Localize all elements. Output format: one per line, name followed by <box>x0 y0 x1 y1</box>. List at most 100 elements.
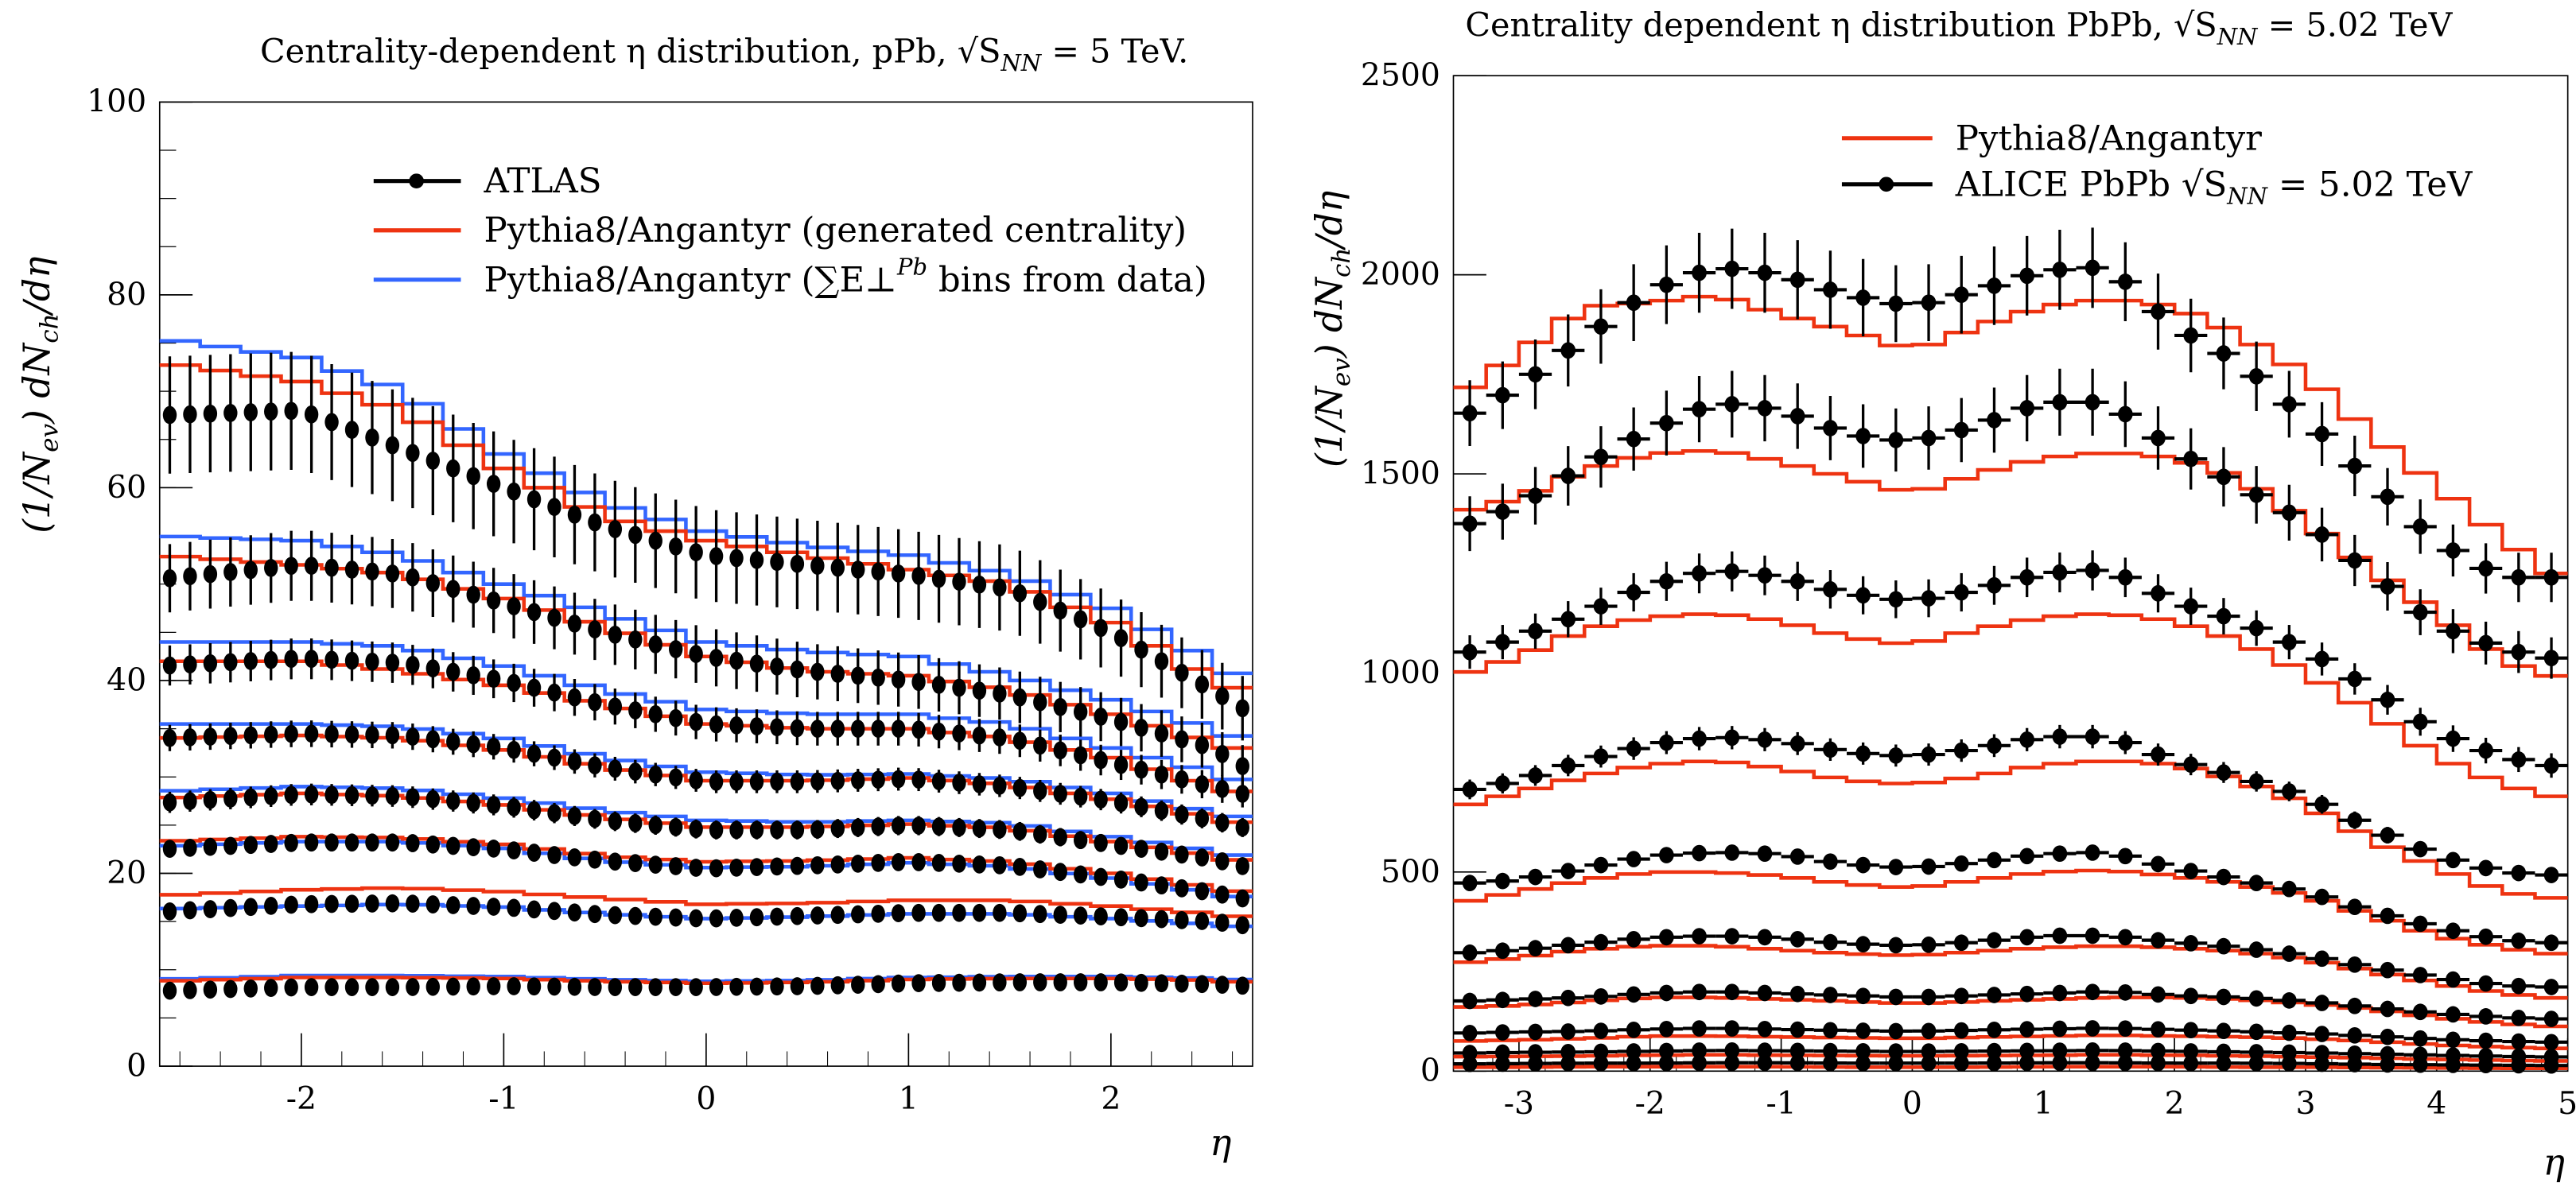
data-point <box>526 678 542 697</box>
data-point <box>2347 670 2363 688</box>
data-point <box>1724 396 1740 413</box>
data-point <box>264 402 278 421</box>
data-series-8 <box>162 973 1249 1000</box>
data-point <box>2511 751 2527 768</box>
data-point <box>1789 985 1805 1003</box>
data-point <box>1757 845 1773 863</box>
data-point <box>729 977 744 996</box>
data-point <box>1012 973 1028 991</box>
data-point <box>891 974 906 993</box>
data-series-10 <box>1453 1054 2568 1074</box>
data-point <box>1528 487 1543 504</box>
data-point <box>2380 488 2395 506</box>
data-point <box>851 719 865 738</box>
data-point <box>1757 1054 1773 1072</box>
data-point <box>2314 425 2329 443</box>
data-point <box>2347 997 2363 1014</box>
data-point <box>1789 1021 1805 1038</box>
data-point <box>243 560 258 580</box>
data-point <box>1626 851 1642 867</box>
data-point <box>466 585 480 604</box>
data-point <box>851 905 865 924</box>
pythia-generated-histogram-10 <box>1453 1065 2568 1071</box>
data-point <box>2183 987 2199 1005</box>
data-point <box>2511 1033 2527 1050</box>
data-point <box>729 858 744 877</box>
data-point <box>810 976 825 995</box>
data-point <box>1593 448 1609 466</box>
data-point <box>1593 1054 1609 1072</box>
data-point <box>2085 259 2100 277</box>
data-point <box>344 785 359 805</box>
data-point <box>406 788 420 807</box>
data-point <box>567 806 582 825</box>
data-point <box>689 909 703 928</box>
data-point <box>1888 1054 1904 1072</box>
data-point <box>385 436 400 455</box>
data-point <box>588 905 602 924</box>
data-point <box>628 630 643 649</box>
data-point <box>2052 262 2068 278</box>
data-point <box>2478 975 2493 992</box>
data-point <box>911 903 926 922</box>
data-point <box>304 894 319 913</box>
data-point <box>2216 937 2232 955</box>
data-point <box>2478 634 2493 652</box>
data-point <box>1823 987 1838 1003</box>
data-point <box>1953 742 1969 759</box>
data-point <box>324 833 339 852</box>
pythia-generated-histogram-6 <box>1453 944 2568 1000</box>
data-point <box>770 553 784 572</box>
data-point <box>2216 607 2232 625</box>
data-point <box>1692 1054 1707 1072</box>
data-point <box>2347 812 2363 829</box>
data-point <box>2117 847 2133 865</box>
y-tick-label: 20 <box>107 855 146 891</box>
data-point <box>1073 610 1088 629</box>
data-point <box>1757 567 1773 584</box>
data-point <box>526 744 542 763</box>
data-point <box>2314 995 2329 1011</box>
data-point <box>1593 988 1609 1005</box>
data-point <box>830 719 845 738</box>
data-point <box>526 977 542 996</box>
data-point <box>243 652 258 670</box>
data-point <box>1175 730 1189 749</box>
data-point <box>547 846 561 864</box>
data-point <box>526 844 542 862</box>
pythia-generated-histogram-6 <box>159 835 1253 894</box>
data-point <box>871 817 885 836</box>
data-point <box>425 789 441 809</box>
data-point <box>2314 888 2329 906</box>
data-point <box>1921 1054 1937 1072</box>
data-point <box>365 833 379 852</box>
data-point <box>608 759 623 778</box>
data-point <box>931 676 946 694</box>
data-point <box>446 977 460 996</box>
data-point <box>466 467 480 486</box>
data-point <box>1560 863 1576 879</box>
data-point <box>810 855 825 875</box>
data-point <box>162 656 177 675</box>
data-point <box>2085 1020 2100 1037</box>
y-tick-label: 60 <box>107 470 146 506</box>
data-series-6 <box>1453 927 2568 995</box>
data-point <box>466 838 480 857</box>
data-point <box>1724 729 1740 747</box>
legend-alice-label: ALICE PbPb √SNN = 5.02 TeV <box>1955 165 2473 209</box>
data-point <box>284 833 298 852</box>
data-point <box>972 681 987 700</box>
data-point <box>1462 992 1478 1010</box>
data-point <box>1921 1022 1937 1040</box>
data-point <box>790 906 805 925</box>
data-point <box>2543 867 2559 883</box>
data-point <box>547 804 561 823</box>
data-point <box>2380 961 2395 979</box>
data-point <box>344 421 359 440</box>
data-point <box>344 560 359 579</box>
data-point <box>2216 345 2232 362</box>
data-point <box>2216 868 2232 886</box>
data-point <box>749 820 764 840</box>
data-point <box>486 475 501 493</box>
data-point <box>1012 584 1028 603</box>
